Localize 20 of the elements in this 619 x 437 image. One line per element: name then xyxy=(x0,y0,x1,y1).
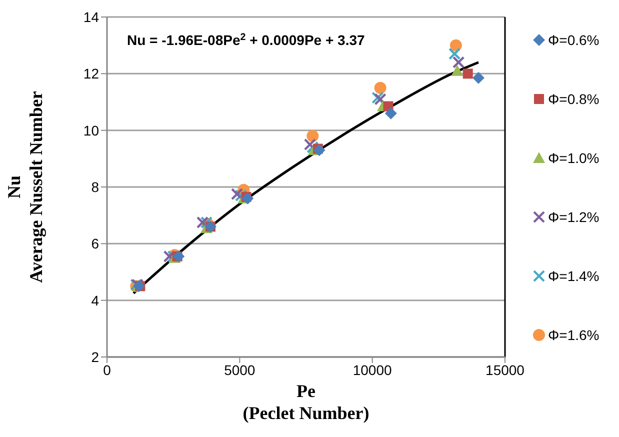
x-axis-title: Pe (Peclet Number) xyxy=(242,381,370,423)
y-tick-label: 8 xyxy=(91,178,100,195)
y-tick-label: 10 xyxy=(83,122,100,138)
y-tick-label: 6 xyxy=(91,236,100,252)
x-tick-label: 5000 xyxy=(224,362,256,378)
x-tick-label: 0 xyxy=(103,362,112,378)
legend-label: Φ=1.0% xyxy=(548,150,600,166)
x-tick-label: 15000 xyxy=(486,362,525,378)
y-axis-title: Nu Average Nusselt Number xyxy=(4,91,46,283)
y-tick-label: 12 xyxy=(83,66,100,82)
legend-label: Φ=1.4% xyxy=(548,268,600,284)
y-tick-label: 14 xyxy=(83,8,100,25)
x-tick-label: 10000 xyxy=(352,362,392,378)
legend-label: Φ=0.8% xyxy=(548,91,600,107)
legend-label: Φ=0.6% xyxy=(548,32,600,48)
y-tick-label: 2 xyxy=(91,348,100,365)
y-tick-label: 4 xyxy=(91,292,100,308)
legend-label: Φ=1.2% xyxy=(548,209,600,225)
annotation: Nu = -1.96E-08Pe$^{2}$ + 0.0009Pe + 3.37 xyxy=(127,32,366,48)
legend-label: Φ=1.6% xyxy=(548,327,600,343)
